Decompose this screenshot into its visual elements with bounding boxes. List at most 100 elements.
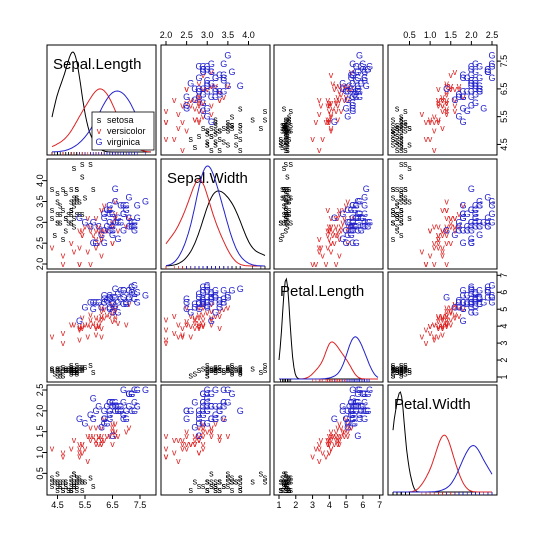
point-virginica: G <box>468 184 475 194</box>
point-virginica: G <box>354 385 361 395</box>
point-versicolor: v <box>97 226 102 236</box>
point-virginica: G <box>349 92 356 102</box>
point-virginica: G <box>112 197 119 207</box>
point-setosa: s <box>280 477 285 487</box>
point-setosa: s <box>226 473 231 483</box>
point-virginica: G <box>488 291 495 301</box>
point-virginica: G <box>109 402 116 412</box>
point-virginica: G <box>472 213 479 223</box>
point-setosa: s <box>285 131 290 141</box>
point-versicolor: v <box>314 259 319 269</box>
point-versicolor: v <box>344 201 349 211</box>
point-virginica: G <box>200 64 207 74</box>
point-virginica: G <box>349 101 356 111</box>
point-versicolor: v <box>310 134 315 144</box>
point-versicolor: v <box>77 259 82 269</box>
point-virginica: G <box>106 398 113 408</box>
point-setosa: s <box>213 481 218 491</box>
point-setosa: s <box>69 217 74 227</box>
tick-label: 1 <box>276 500 281 510</box>
point-versicolor: v <box>94 226 99 236</box>
point-virginica: G <box>451 230 458 240</box>
point-virginica: G <box>131 398 138 408</box>
point-virginica: G <box>112 406 119 416</box>
point-versicolor: v <box>335 423 340 433</box>
point-virginica: G <box>125 222 132 232</box>
point-versicolor: v <box>440 106 445 116</box>
point-versicolor: v <box>201 423 206 433</box>
point-setosa: s <box>282 477 287 487</box>
point-virginica: G <box>90 393 97 403</box>
point-setosa: s <box>55 370 60 380</box>
point-setosa: s <box>58 201 63 211</box>
point-virginica: G <box>200 67 207 77</box>
point-virginica: G <box>476 84 483 94</box>
point-setosa: s <box>69 360 74 370</box>
point-setosa: s <box>230 473 235 483</box>
point-virginica: G <box>204 281 211 291</box>
point-versicolor: v <box>432 320 437 330</box>
point-setosa: s <box>399 120 404 130</box>
point-setosa: s <box>72 201 77 211</box>
point-versicolor: v <box>97 222 102 232</box>
point-virginica: G <box>353 76 360 86</box>
point-versicolor: v <box>440 251 445 261</box>
point-virginica: G <box>208 294 215 304</box>
x-axis-Sepal.Width: 2.0 2.5 3.0 3.5 4.0 <box>160 30 255 46</box>
point-setosa: s <box>283 120 288 130</box>
point-versicolor: v <box>444 226 449 236</box>
point-setosa: s <box>238 134 243 144</box>
point-versicolor: v <box>453 67 458 77</box>
point-virginica: G <box>120 209 127 219</box>
point-versicolor: v <box>332 238 337 248</box>
point-setosa: s <box>391 365 396 375</box>
point-virginica: G <box>90 414 97 424</box>
point-virginica: G <box>106 291 113 301</box>
point-setosa: s <box>283 209 288 219</box>
point-versicolor: v <box>184 316 189 326</box>
point-virginica: G <box>120 286 127 296</box>
point-setosa: s <box>391 184 396 194</box>
point-virginica: G <box>468 294 475 304</box>
point-versicolor: v <box>61 452 66 462</box>
point-virginica: G <box>134 402 141 412</box>
point-versicolor: v <box>436 242 441 252</box>
point-versicolor: v <box>201 418 206 428</box>
tick-label: 2.0 <box>465 30 478 40</box>
point-virginica: G <box>128 217 135 227</box>
point-virginica: G <box>101 213 108 223</box>
point-setosa: s <box>399 365 404 375</box>
point-setosa: s <box>283 209 288 219</box>
point-setosa: s <box>399 205 404 215</box>
point-setosa: s <box>287 184 292 194</box>
point-versicolor: v <box>329 431 334 441</box>
point-versicolor: v <box>440 101 445 111</box>
point-setosa: s <box>230 365 235 375</box>
point-versicolor: v <box>444 259 449 269</box>
point-versicolor: v <box>436 230 441 240</box>
point-setosa: s <box>69 205 74 215</box>
point-versicolor: v <box>436 321 441 331</box>
point-versicolor: v <box>197 92 202 102</box>
point-setosa: s <box>283 217 288 227</box>
point-setosa: s <box>58 477 63 487</box>
point-versicolor: v <box>349 213 354 223</box>
point-virginica: G <box>472 213 479 223</box>
point-setosa: s <box>283 477 288 487</box>
point-setosa: s <box>55 365 60 375</box>
point-virginica: G <box>114 402 121 412</box>
point-setosa: s <box>205 370 210 380</box>
point-setosa: s <box>395 209 400 219</box>
point-virginica: G <box>472 222 479 232</box>
point-setosa: s <box>189 485 194 495</box>
point-virginica: G <box>455 112 462 122</box>
point-virginica: G <box>488 51 495 61</box>
point-versicolor: v <box>97 320 102 330</box>
point-setosa: s <box>197 131 202 141</box>
point-versicolor: v <box>341 217 346 227</box>
point-versicolor: v <box>337 439 342 449</box>
point-virginica: G <box>200 64 207 74</box>
point-versicolor: v <box>217 87 222 97</box>
point-virginica: G <box>195 406 202 416</box>
